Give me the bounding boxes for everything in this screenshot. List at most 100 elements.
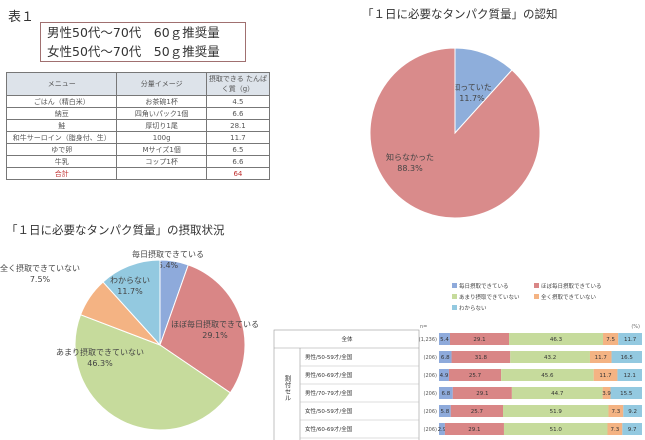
group-label: 割付セル bbox=[283, 374, 291, 401]
row-label: 男性/70-79才/全国 bbox=[305, 389, 353, 397]
table-row: ゆで卵 Mサイズ1個 6.5 bbox=[5, 143, 271, 156]
legend-swatch bbox=[452, 294, 457, 299]
bar-value: 15.5 bbox=[620, 391, 633, 397]
bar-segment bbox=[611, 351, 642, 363]
bar-value: 6.8 bbox=[441, 355, 450, 361]
cell: 6.6 bbox=[205, 107, 271, 120]
bar-value: 9.2 bbox=[628, 409, 637, 415]
slice-value: 88.3% bbox=[397, 164, 423, 173]
pie-slice-0 bbox=[454, 47, 513, 135]
bar-segment bbox=[602, 387, 611, 399]
slice-label: わからない bbox=[110, 276, 150, 285]
cell: 和牛サーロイン（脂身付、生） bbox=[5, 131, 118, 144]
cell: 6.6 bbox=[205, 155, 271, 168]
bar-value: 11.7 bbox=[595, 355, 608, 361]
bar-segment bbox=[622, 423, 642, 435]
bar-segment bbox=[444, 423, 504, 435]
bar-value: 7.3 bbox=[611, 427, 620, 433]
bar-segment bbox=[439, 351, 452, 363]
bar-value: 46.3 bbox=[550, 337, 563, 343]
bar-value: 7.3 bbox=[612, 409, 621, 415]
bar-segment bbox=[509, 333, 604, 345]
cell: 牛乳 bbox=[5, 155, 118, 168]
awareness-pie-chart: 知っていた 11.7% 知らなかった 88.3% bbox=[369, 47, 541, 219]
bar-segment bbox=[603, 333, 619, 345]
row-label: 女性/60-69才/全国 bbox=[305, 425, 353, 433]
slice-label: 全く摂取できていない bbox=[0, 263, 80, 273]
slice-label: 毎日摂取できている bbox=[132, 249, 204, 259]
pie2-title: 「１日に必要なタンパク質量」の摂取状況 bbox=[6, 223, 225, 237]
bar-value: 44.7 bbox=[551, 391, 564, 397]
col-portion: 分量イメージ bbox=[116, 72, 207, 96]
pie-slice-4 bbox=[102, 259, 161, 347]
bar-value: 5.4 bbox=[440, 337, 449, 343]
total-row: 合計 64 bbox=[5, 167, 271, 180]
bar-value: 29.1 bbox=[468, 427, 480, 433]
legend-label: ほぼ毎日摂取できている bbox=[541, 282, 602, 290]
slice-label: あまり摂取できていない bbox=[56, 347, 144, 357]
cell bbox=[116, 167, 207, 180]
bar-value: 25.7 bbox=[469, 373, 482, 379]
bar-segment bbox=[439, 387, 453, 399]
bar-segment bbox=[607, 423, 623, 435]
cell: 厚切り1尾 bbox=[116, 119, 207, 132]
bar-segment bbox=[623, 405, 642, 417]
table-row: 和牛サーロイン（脂身付、生） 100g 11.7 bbox=[5, 131, 271, 144]
bar-value: 12.1 bbox=[624, 373, 636, 379]
legend-swatch bbox=[452, 305, 457, 310]
cell: お茶碗1杯 bbox=[116, 95, 207, 108]
bar-segment bbox=[451, 351, 511, 363]
legend-swatch bbox=[452, 283, 457, 288]
bar-value: 43.2 bbox=[544, 355, 556, 361]
cell: ごはん（精白米） bbox=[5, 95, 118, 108]
bar-value: 51.0 bbox=[550, 427, 563, 433]
row-label: 男性/50-59才/全国 bbox=[305, 353, 353, 361]
n-label: n= bbox=[420, 324, 427, 330]
bar-segment bbox=[618, 333, 642, 345]
bar-segment bbox=[439, 405, 451, 417]
bar-value: 16.5 bbox=[621, 355, 634, 361]
bar-value: 31.8 bbox=[475, 355, 488, 361]
table-row: ごはん（精白米） お茶碗1杯 4.5 bbox=[5, 95, 271, 108]
bar-value: 11.7 bbox=[599, 373, 612, 379]
slice-value: 5.4% bbox=[158, 261, 179, 270]
legend-swatch bbox=[534, 283, 539, 288]
intake-pie-chart: 毎日摂取できている 5.4% ほぼ毎日摂取できている 29.1% あまり摂取できていない… bbox=[0, 249, 259, 431]
row-label: 男性/60-69才/全国 bbox=[305, 371, 353, 379]
slice-label: ほぼ毎日摂取できている bbox=[171, 319, 259, 329]
legend-label: 全く摂取できていない bbox=[541, 293, 597, 301]
bar-segment bbox=[439, 333, 450, 345]
bar-segment bbox=[510, 351, 590, 363]
bar-segment bbox=[448, 369, 502, 381]
row-label: 全体 bbox=[341, 335, 353, 343]
bar-value: 9.7 bbox=[628, 427, 637, 433]
bar-segment bbox=[439, 423, 445, 435]
bar-segment bbox=[501, 369, 594, 381]
legend-label: あまり摂取できていない bbox=[459, 293, 520, 301]
legend-label: 毎日摂取できている bbox=[459, 282, 509, 290]
cell: 28.1 bbox=[205, 119, 271, 132]
row-n: (206) bbox=[424, 373, 437, 379]
pie-slice-2 bbox=[74, 314, 231, 431]
row-n: (206) bbox=[424, 355, 437, 361]
bar-value: 51.9 bbox=[550, 409, 563, 415]
cell: 100g bbox=[116, 131, 207, 144]
rec-male: 男性50代〜70代 60ｇ推奨量 bbox=[47, 25, 220, 40]
cell: 鮭 bbox=[5, 119, 118, 132]
cell: 合計 bbox=[5, 167, 118, 180]
row-labels-frame bbox=[273, 329, 420, 440]
slice-value: 46.3% bbox=[87, 359, 113, 368]
table1-label: 表１ bbox=[8, 10, 35, 25]
slice-label: 知っていた bbox=[452, 82, 492, 92]
pie-slice-1 bbox=[369, 47, 541, 219]
pie1-title: 「１日に必要なタンパク質量」の認知 bbox=[362, 7, 558, 21]
pie-slice-1 bbox=[159, 264, 246, 394]
bar-segment bbox=[450, 405, 504, 417]
bar-value: 11.7 bbox=[624, 337, 637, 343]
rec-female: 女性50代〜70代 50ｇ推奨量 bbox=[47, 44, 220, 59]
bar-value: 29.1 bbox=[473, 337, 485, 343]
cell: コップ1杯 bbox=[116, 155, 207, 168]
cell: ゆで卵 bbox=[5, 143, 118, 156]
bar-value: 5.8 bbox=[441, 409, 450, 415]
